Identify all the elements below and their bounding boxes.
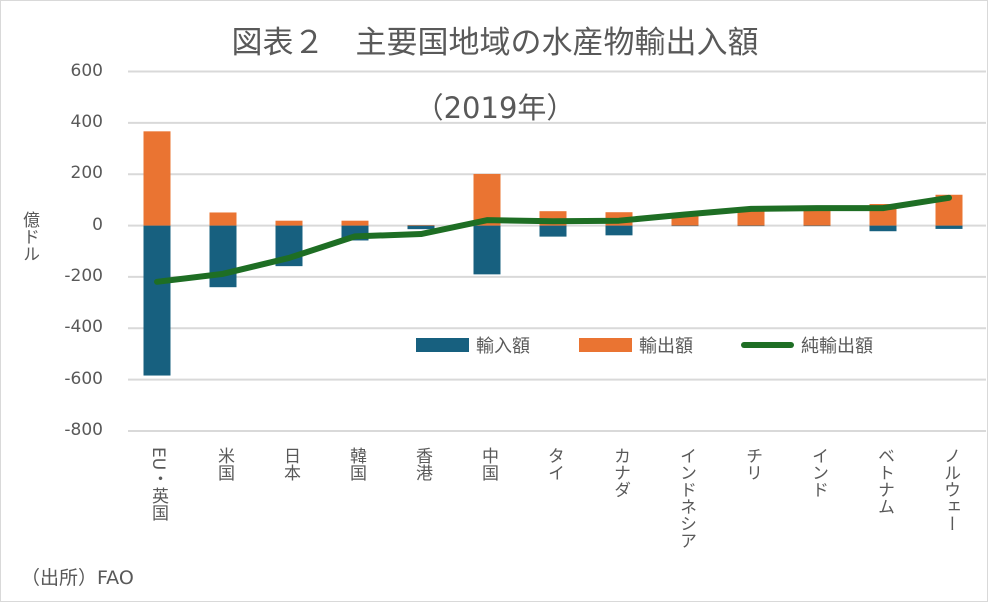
x-tick-label: タイ	[544, 447, 564, 481]
y-tick-label: 0	[92, 214, 103, 235]
bar-import	[143, 225, 171, 376]
y-tick-label: -800	[64, 420, 103, 440]
bar-export	[473, 173, 501, 226]
x-tick-label: 中国	[478, 447, 498, 481]
legend-swatch	[579, 338, 632, 352]
bar-export	[209, 212, 237, 226]
source-note: （出所）FAO	[21, 567, 134, 589]
bar-import	[407, 225, 435, 230]
legend-swatch	[741, 342, 794, 348]
y-tick-label: -200	[64, 265, 103, 286]
bar-export	[803, 209, 831, 226]
x-tick-label: 香港	[412, 447, 432, 481]
legend-item: 純輸出額	[741, 332, 873, 358]
chart-title: 図表２ 主要国地域の水産物輸出入額	[231, 25, 759, 61]
y-tick-label: 600	[70, 60, 103, 81]
bar-import	[737, 225, 765, 227]
y-axis-title: 億ドル	[19, 211, 39, 262]
x-tick-label: EU・英国	[148, 447, 168, 522]
x-tick-label: カナダ	[610, 447, 630, 498]
chart-subtitle: （2019年）	[414, 91, 576, 125]
bar-export	[407, 225, 435, 226]
x-tick-label: インド	[808, 447, 828, 498]
x-tick-label: チリ	[742, 447, 762, 481]
bar-export	[671, 215, 699, 226]
legend-swatch	[416, 338, 469, 352]
bar-import	[605, 225, 633, 236]
bar-export	[143, 131, 171, 226]
legend-label: 輸入額	[476, 336, 530, 357]
bar-export	[737, 210, 765, 226]
legend-label: 純輸出額	[801, 336, 873, 357]
x-tick-label: インドネシア	[676, 447, 696, 549]
x-tick-label: ノルウェー	[940, 447, 960, 532]
y-tick-label: 400	[70, 111, 103, 132]
y-tick-label: -400	[64, 317, 103, 338]
legend-item: 輸入額	[416, 332, 530, 358]
x-tick-label: 韓国	[346, 447, 366, 481]
bar-import	[869, 225, 897, 232]
x-tick-label: 米国	[214, 447, 234, 481]
legend-label: 輸出額	[639, 336, 693, 357]
bar-export	[275, 220, 303, 226]
bar-import	[935, 225, 963, 229]
x-tick-label: ベトナム	[874, 447, 894, 515]
legend-item: 輸出額	[579, 332, 693, 358]
y-tick-label: -600	[64, 368, 103, 389]
x-tick-label: 日本	[280, 447, 300, 481]
bar-import	[671, 225, 699, 227]
bar-import	[473, 225, 501, 275]
bar-export	[341, 220, 369, 226]
y-tick-label: 200	[70, 163, 103, 184]
bar-import	[539, 225, 567, 237]
bar-import	[803, 225, 831, 227]
